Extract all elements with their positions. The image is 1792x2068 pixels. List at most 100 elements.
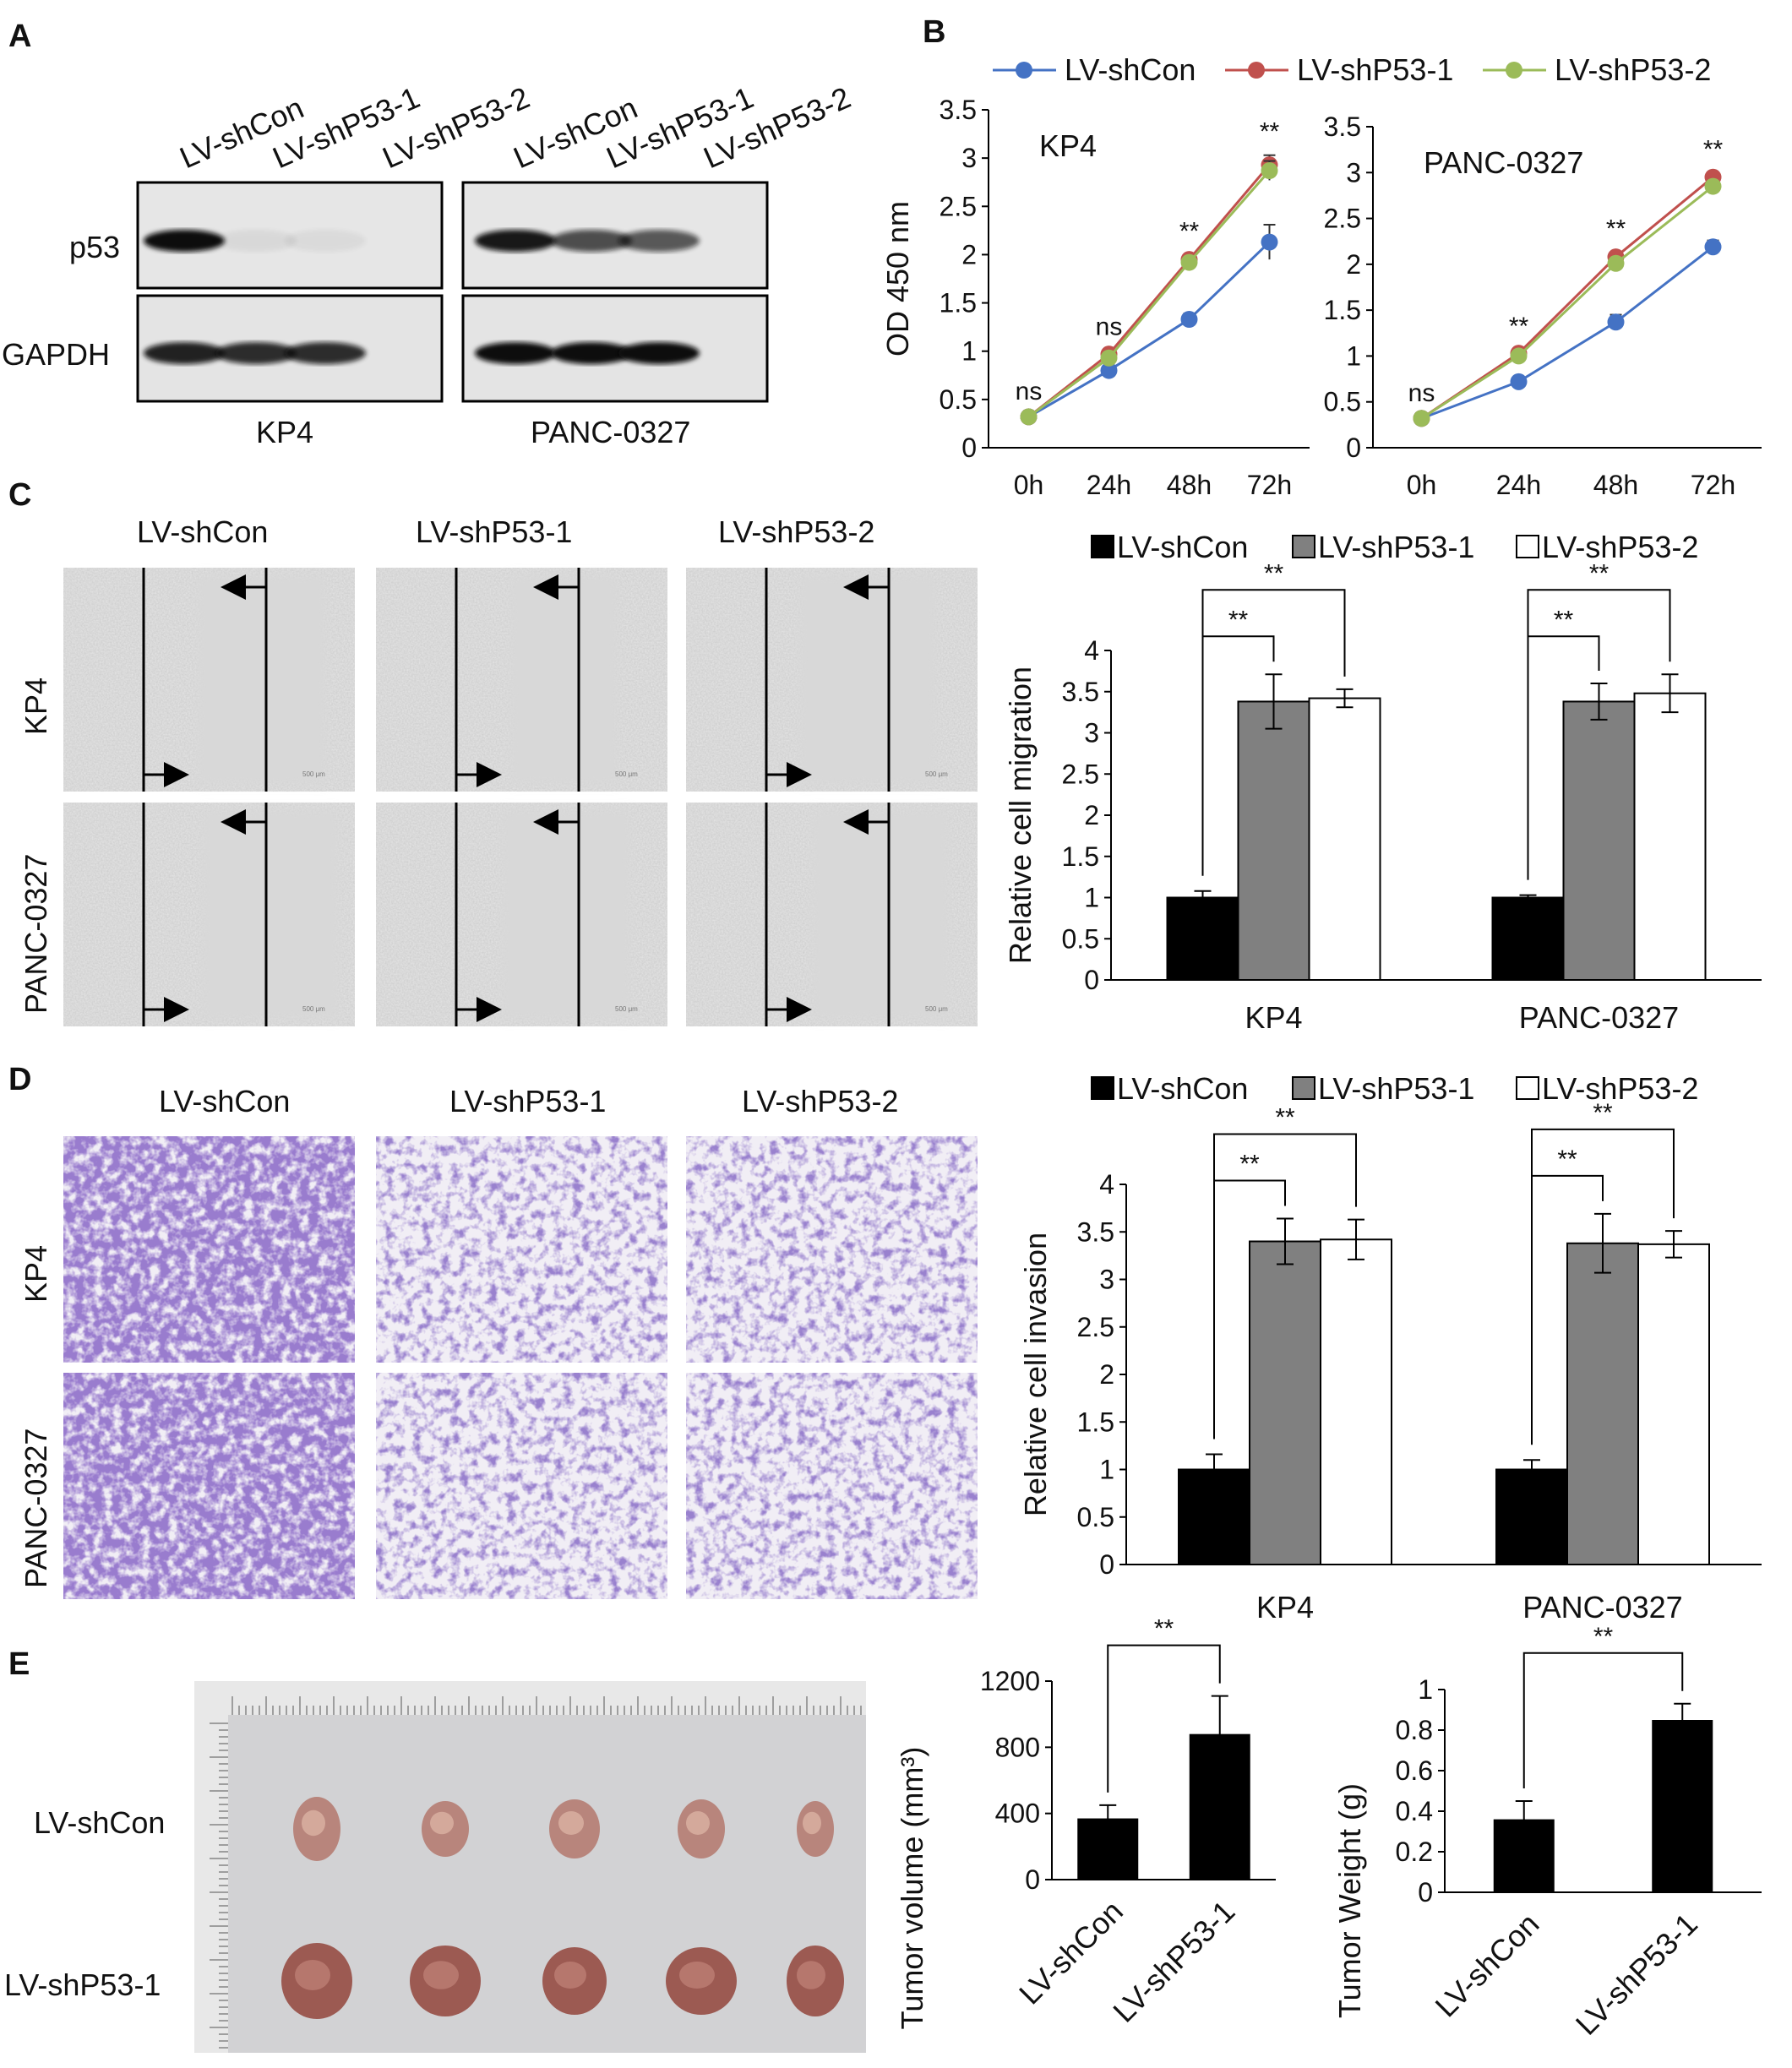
y-tick-label: 0.8 — [1396, 1715, 1433, 1745]
y-tick-label: 0.5 — [1062, 923, 1099, 954]
y-tick-label: 1 — [1418, 1674, 1433, 1705]
y-tick-label: 4 — [1099, 1169, 1114, 1200]
y-tick-label: 1 — [1099, 1455, 1114, 1485]
band-panc-0327-gapdh-2 — [551, 342, 632, 364]
series-line-3 — [1420, 185, 1714, 420]
tumor-highlight — [554, 1962, 586, 1989]
wound-healing-panel: LV-shCon LV-shP53-1 LV-shP53-2 KP4 PANC-… — [19, 514, 978, 1026]
y-tick-label: 0 — [1084, 965, 1099, 995]
wound-gap — [511, 576, 617, 783]
significance-label: ns — [1408, 379, 1435, 407]
legend-swatch — [1091, 535, 1114, 558]
series-line-3 — [1027, 170, 1271, 418]
significance-label: ** — [1554, 606, 1574, 634]
chart-c-migration: LV-shCon LV-shP53-1 LV-shP53-2 0 0.5 1 1.5 2 2.5… — [1003, 530, 1762, 1035]
col-label-c-shp53-1: LV-shP53-1 — [416, 514, 572, 549]
y-tick-label: 2 — [1084, 800, 1099, 830]
y-tick-label: 0.2 — [1396, 1837, 1433, 1867]
y-axis-label: Tumor Weight (g) — [1332, 1783, 1367, 2018]
y-tick-label: 2.5 — [1077, 1312, 1114, 1342]
data-point — [1607, 313, 1625, 331]
x-tick-label: 24h — [1496, 470, 1541, 500]
blot-bands — [144, 230, 700, 364]
category-label: LV-shP53-1 — [1106, 1894, 1241, 2029]
chart-e2-tumor-weight: 0 0.2 0.4 0.6 0.8 1 Tumor Weight (g) LV-shCon LV… — [1332, 1623, 1762, 2042]
series-line-2 — [1027, 164, 1271, 418]
western-blot-panel: LV-shCon LV-shP53-1 LV-shP53-2 LV-shCon … — [2, 79, 856, 449]
significance-label: ** — [1593, 1099, 1613, 1127]
y-tick-label: 0 — [961, 433, 977, 463]
tumor-highlight — [797, 1961, 825, 1989]
data-point — [1510, 373, 1528, 390]
y-tick-label: 3 — [1084, 718, 1099, 748]
tumor-photo-panel: LV-shCon LV-shP53-1 — [4, 1681, 866, 2053]
y-tick-label: 1.5 — [1077, 1407, 1114, 1437]
chart-b2-panc: 0 0.5 1 1.5 2 2.5 3 3.5 0h 24h 48h 72h PANC-0327 ns **… — [1324, 112, 1762, 500]
significance-label: ** — [1703, 135, 1724, 163]
x-tick-label: 72h — [1247, 470, 1292, 500]
significance-label: ** — [1154, 1615, 1174, 1643]
wound-gap — [199, 576, 325, 783]
row-label-c-kp4: KP4 — [19, 678, 53, 735]
category-label: PANC-0327 — [1522, 1590, 1682, 1624]
row-label-p53: p53 — [69, 230, 120, 264]
y-tick-label: 0.5 — [1077, 1502, 1114, 1532]
panel-letter-b: B — [923, 14, 945, 50]
band-panc-0327-p53-1 — [475, 230, 556, 252]
data-point — [1413, 410, 1430, 427]
wound-gap — [813, 811, 948, 1018]
transwell-images — [63, 1136, 978, 1599]
series-line-1 — [1420, 246, 1714, 420]
y-axis-label: Relative cell migration — [1003, 667, 1038, 964]
significance-bracket — [1201, 589, 1346, 677]
legend-marker — [1248, 62, 1265, 79]
bar — [1166, 896, 1239, 981]
legend-label: LV-shP53-2 — [1542, 530, 1698, 564]
data-point — [1180, 311, 1198, 328]
y-axis-label: Tumor volume (mm³) — [895, 1747, 929, 2030]
data-point — [1704, 238, 1722, 256]
y-tick-label: 3 — [961, 143, 977, 173]
legend-label: LV-shP53-1 — [1318, 1071, 1474, 1106]
significance-bracket — [1527, 635, 1600, 880]
tumor-highlight — [558, 1811, 584, 1835]
significance-label: ** — [1593, 1623, 1614, 1651]
col-label-c-shp53-2: LV-shP53-2 — [718, 514, 874, 549]
legend-label: LV-shP53-1 — [1297, 52, 1453, 87]
category-label: KP4 — [1245, 1000, 1302, 1035]
band-kp4-gapdh-2 — [215, 342, 297, 364]
y-tick-label: 3 — [1099, 1265, 1114, 1295]
scale-bar-text: 500 μm — [615, 1005, 638, 1013]
y-axis-label: OD 450 nm — [880, 201, 915, 356]
category-label: KP4 — [1256, 1590, 1314, 1624]
y-tick-label: 2.5 — [940, 191, 977, 221]
y-tick-label: 1 — [1084, 883, 1099, 913]
significance-label: ns — [1096, 313, 1123, 341]
scale-bar-text: 500 μm — [302, 770, 325, 778]
scale-bar-text: 500 μm — [615, 770, 638, 778]
significance-label: ** — [1264, 559, 1284, 587]
y-tick-label: 0 — [1418, 1877, 1433, 1907]
y-tick-label: 2 — [1099, 1359, 1114, 1390]
tumors — [281, 1797, 844, 2019]
band-panc-0327-gapdh-1 — [475, 342, 556, 364]
data-point — [1607, 254, 1625, 272]
category-label: LV-shP53-1 — [1569, 1907, 1704, 2042]
wound-images: 500 μm 500 μm 500 μm 500 μm 500 μm 500 μm — [63, 568, 978, 1026]
data-point — [1020, 408, 1038, 426]
series-line-1 — [1027, 241, 1271, 418]
col-label-d-shp53-1: LV-shP53-1 — [449, 1084, 606, 1118]
y-tick-label: 3.5 — [1324, 112, 1361, 142]
y-tick-label: 2 — [1346, 249, 1361, 280]
group-label-kp4: KP4 — [256, 415, 313, 449]
legend-label: LV-shP53-2 — [1555, 52, 1711, 87]
bar — [1308, 697, 1381, 981]
band-panc-0327-p53-3 — [618, 230, 700, 252]
tumor-highlight — [679, 1962, 715, 1989]
col-label-d-shp53-2: LV-shP53-2 — [742, 1084, 898, 1118]
legend-marker — [1016, 62, 1032, 79]
x-tick-label: 0h — [1014, 470, 1044, 500]
legend-swatch — [1292, 535, 1315, 558]
x-tick-label: 48h — [1167, 470, 1212, 500]
bar — [1320, 1238, 1392, 1565]
